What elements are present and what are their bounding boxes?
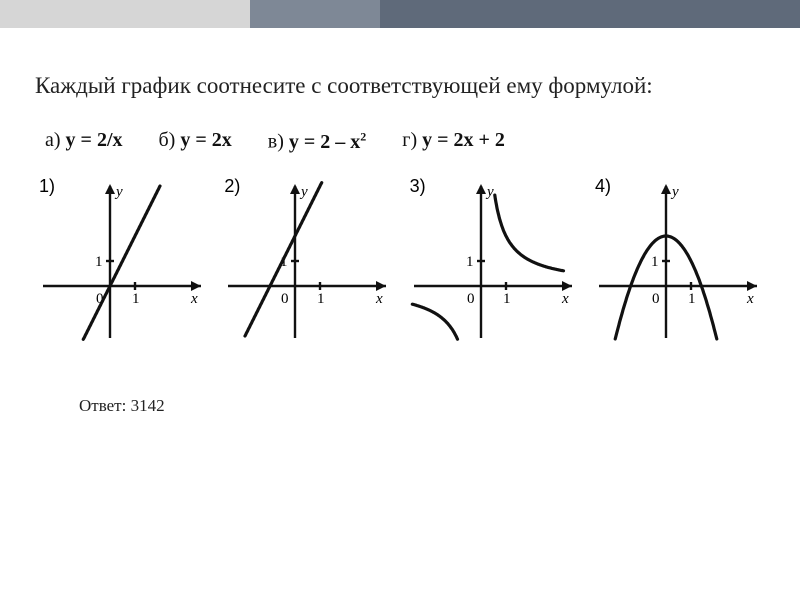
- answer-text: Ответ: 3142: [35, 396, 765, 416]
- content-area: Каждый график соотнесите с соответствующ…: [35, 70, 765, 416]
- formula-v: в) y = 2 – x2: [268, 129, 367, 154]
- stripe-seg-2: [250, 0, 380, 28]
- svg-text:0: 0: [281, 291, 289, 307]
- svg-text:x: x: [561, 291, 569, 307]
- top-decor-stripe: [0, 0, 800, 28]
- chart-2: 2) 110yx: [220, 176, 394, 346]
- svg-text:0: 0: [467, 291, 475, 307]
- svg-text:y: y: [670, 184, 679, 200]
- chart-3-number: 3): [410, 176, 426, 197]
- svg-text:0: 0: [652, 291, 660, 307]
- svg-text:1: 1: [466, 254, 474, 270]
- formula-b: б) y = 2x: [159, 129, 232, 154]
- svg-text:y: y: [114, 184, 123, 200]
- chart-4-number: 4): [595, 176, 611, 197]
- prompt-text: Каждый график соотнесите с соответствующ…: [35, 70, 765, 101]
- svg-text:x: x: [190, 291, 198, 307]
- svg-text:1: 1: [503, 291, 511, 307]
- svg-text:1: 1: [95, 254, 103, 270]
- formula-row: а) y = 2/x б) y = 2x в) y = 2 – x2 г) y …: [35, 129, 765, 154]
- svg-text:x: x: [375, 291, 383, 307]
- chart-4: 4) 1 1 0 y x: [591, 176, 765, 346]
- svg-text:1: 1: [132, 291, 140, 307]
- formula-g: г) y = 2x + 2: [402, 129, 505, 154]
- svg-text:1: 1: [317, 291, 325, 307]
- stripe-seg-1: [0, 0, 250, 28]
- chart-3: 3) 1 1 0 y x: [406, 176, 580, 346]
- svg-text:x: x: [746, 291, 754, 307]
- svg-text:1: 1: [651, 254, 659, 270]
- svg-text:1: 1: [688, 291, 696, 307]
- chart-1-number: 1): [39, 176, 55, 197]
- svg-text:y: y: [299, 184, 308, 200]
- chart-1: 1) 110yx: [35, 176, 209, 346]
- svg-text:y: y: [485, 184, 494, 200]
- stripe-seg-3: [380, 0, 800, 28]
- formula-a: а) y = 2/x: [45, 129, 123, 154]
- charts-row: 1) 1 1 0 y x 2) 1 1 0 y x 3) 1 1 0 y x 4) 1 1 0 y x: [35, 176, 765, 346]
- chart-2-number: 2): [224, 176, 240, 197]
